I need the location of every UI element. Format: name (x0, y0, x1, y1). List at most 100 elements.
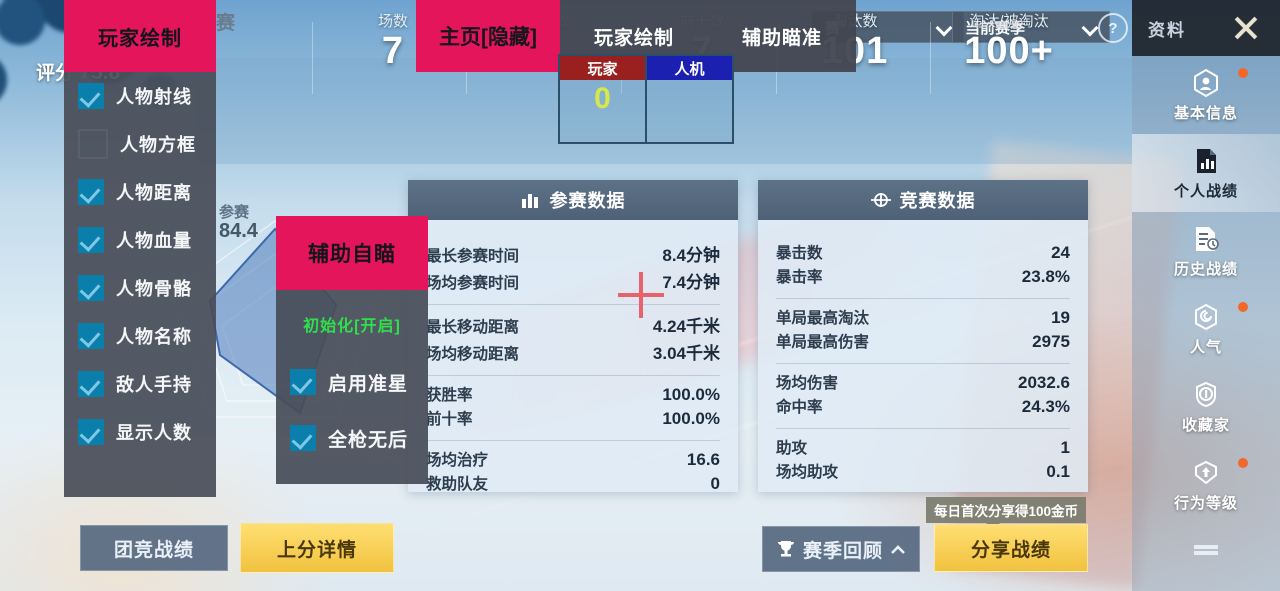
card-header: 竞赛数据 (758, 180, 1088, 220)
right-sidebar: 资料 基本信息 个人战绩 (1132, 0, 1280, 591)
sidebar-item-behavior-level[interactable]: 行为等级 (1132, 446, 1280, 524)
aim-crosshair (618, 272, 664, 318)
sidebar-item-label: 历史战绩 (1173, 260, 1238, 278)
card-group: 最长移动距离 4.24千米 场均移动距离 3.04千米 (426, 305, 720, 376)
card-body: 最长参赛时间 8.4分钟 场均参赛时间 7.4分钟 最长移动距离 4.24千米 场均移… (408, 220, 738, 505)
sidebar-item-collector[interactable]: 收藏家 (1132, 368, 1280, 446)
sidebar-collapse-button[interactable] (1132, 524, 1280, 556)
sidebar-item-history-record[interactable]: 历史战绩 (1132, 212, 1280, 290)
data-row: 场均伤害 2032.6 (776, 370, 1070, 394)
counter-bot-label: 人机 (647, 56, 732, 80)
notification-badge (1238, 458, 1248, 468)
overlay-option-row[interactable]: 人物距离 (64, 168, 216, 216)
overlay-option-row[interactable]: 人物骨骼 (64, 264, 216, 312)
overlay-aim-title: 辅助自瞄 (276, 216, 428, 290)
overlay-option-label: 显示人数 (116, 423, 192, 443)
counter-player-label: 玩家 (560, 56, 645, 80)
checkbox-checked-icon[interactable] (78, 275, 104, 301)
sidebar-item-basic-info[interactable]: 基本信息 (1132, 56, 1280, 134)
row-value: 8.4分钟 (662, 246, 720, 265)
season-dropdown-value: 当前赛季 (965, 19, 1026, 37)
row-key: 前十率 (426, 411, 473, 428)
sidebar-item-label: 基本信息 (1173, 104, 1238, 122)
overlay-option-row[interactable]: 启用准星 (276, 354, 428, 410)
collapse-bar-icon (1194, 545, 1218, 555)
shield-arrow-icon (1195, 460, 1217, 484)
overlay-option-row[interactable]: 全枪无后 (276, 410, 428, 466)
row-key: 单局最高伤害 (776, 334, 870, 351)
share-tooltip-text: 每日首次分享得100金币 (934, 504, 1079, 519)
stat-value: 100+ (964, 30, 1054, 72)
checkbox-checked-icon[interactable] (78, 371, 104, 397)
card-group: 暴击数 24 暴击率 23.8% (776, 234, 1070, 299)
radar-label-text: 参赛 (219, 204, 250, 221)
card-group: 场均治疗 16.6 救助队友 0 (426, 441, 720, 505)
sidebar-title: 资料 (1148, 20, 1186, 40)
row-key: 场均治疗 (426, 452, 489, 469)
data-row: 助攻 1 (776, 435, 1070, 459)
data-row: 命中率 24.3% (776, 394, 1070, 418)
stat-value: 7 (381, 30, 405, 72)
overlay-option-row[interactable]: 敌人手持 (64, 360, 216, 408)
team-record-button[interactable]: 团竞战绩 (80, 525, 228, 571)
row-key: 救助队友 (426, 476, 489, 493)
radar-axis-label: 参赛 84.4 (219, 203, 258, 241)
overlay-home-button[interactable]: 主页[隐藏] (416, 0, 560, 72)
overlay-option-row[interactable]: 人物射线 (64, 72, 216, 120)
share-record-button[interactable]: 分享战绩 (934, 524, 1088, 572)
checkbox-checked-icon[interactable] (78, 419, 104, 445)
profile-hex-icon (1194, 68, 1218, 97)
stat-separator (312, 22, 313, 94)
overlay-option-row[interactable]: 人物名称 (64, 312, 216, 360)
data-row: 场均助攻 0.1 (776, 459, 1070, 483)
checkbox-checked-icon[interactable] (78, 179, 104, 205)
overlay-option-label: 人物血量 (116, 231, 192, 251)
row-key: 获胜率 (426, 387, 473, 404)
close-icon[interactable] (1226, 8, 1266, 48)
overlay-option-label: 敌人手持 (116, 375, 192, 395)
data-row: 暴击数 24 (776, 240, 1070, 264)
row-key: 命中率 (776, 399, 823, 416)
overlay-tab-aim-assist[interactable]: 辅助瞄准 (741, 27, 822, 49)
sidebar-item-popularity[interactable]: 人气 (1132, 290, 1280, 368)
row-key: 助攻 (776, 440, 808, 457)
data-row: 救助队友 0 (426, 471, 720, 495)
overlay-option-label: 人物骨骼 (116, 279, 192, 299)
season-review-button[interactable]: 赛季回顾 (762, 526, 920, 572)
overlay-option-row[interactable]: 显示人数 (64, 408, 216, 456)
data-row: 场均移动距离 3.04千米 (426, 338, 720, 365)
row-value: 7.4分钟 (662, 273, 720, 292)
rank-details-button[interactable]: 上分详情 (240, 523, 394, 573)
checkbox-checked-icon[interactable] (290, 425, 316, 451)
data-row: 获胜率 100.0% (426, 382, 720, 406)
data-row: 单局最高淘汰 19 (776, 305, 1070, 329)
row-key: 场均移动距离 (426, 346, 520, 363)
sidebar-item-personal-record[interactable]: 个人战绩 (1132, 134, 1280, 212)
row-key: 最长移动距离 (426, 319, 520, 336)
overlay-option-label: 全枪无后 (328, 429, 409, 451)
checkbox-unchecked-icon[interactable] (78, 129, 108, 159)
data-row: 场均治疗 16.6 (426, 447, 720, 471)
checkbox-checked-icon[interactable] (78, 83, 104, 109)
share-tooltip: 每日首次分享得100金币 (926, 497, 1087, 530)
checkbox-checked-icon[interactable] (290, 369, 316, 395)
row-key: 暴击数 (776, 245, 823, 262)
row-key: 单局最高淘汰 (776, 310, 870, 327)
counter-bot: 人机 (647, 56, 732, 142)
checkbox-checked-icon[interactable] (78, 323, 104, 349)
card-group: 单局最高淘汰 19 单局最高伤害 2975 (776, 299, 1070, 364)
help-icon[interactable]: ? (1098, 13, 1128, 43)
data-row: 单局最高伤害 2975 (776, 329, 1070, 353)
overlay-entity-counter: 玩家 0 人机 (558, 54, 734, 144)
card-group: 最长参赛时间 8.4分钟 场均参赛时间 7.4分钟 (426, 234, 720, 305)
checkbox-checked-icon[interactable] (78, 227, 104, 253)
card-match-data: 参赛数据 最长参赛时间 8.4分钟 场均参赛时间 7.4分钟 最长移动距离 4.24千… (408, 180, 738, 493)
row-value: 24.3% (1021, 397, 1070, 416)
overlay-option-label: 人物名称 (116, 327, 192, 347)
row-value: 100.0% (662, 385, 720, 404)
counter-player: 玩家 0 (560, 56, 645, 142)
card-title: 竞赛数据 (899, 191, 976, 211)
overlay-option-row[interactable]: 人物方框 (64, 120, 216, 168)
overlay-option-row[interactable]: 人物血量 (64, 216, 216, 264)
overlay-tab-player-draw[interactable]: 玩家绘制 (593, 27, 674, 49)
